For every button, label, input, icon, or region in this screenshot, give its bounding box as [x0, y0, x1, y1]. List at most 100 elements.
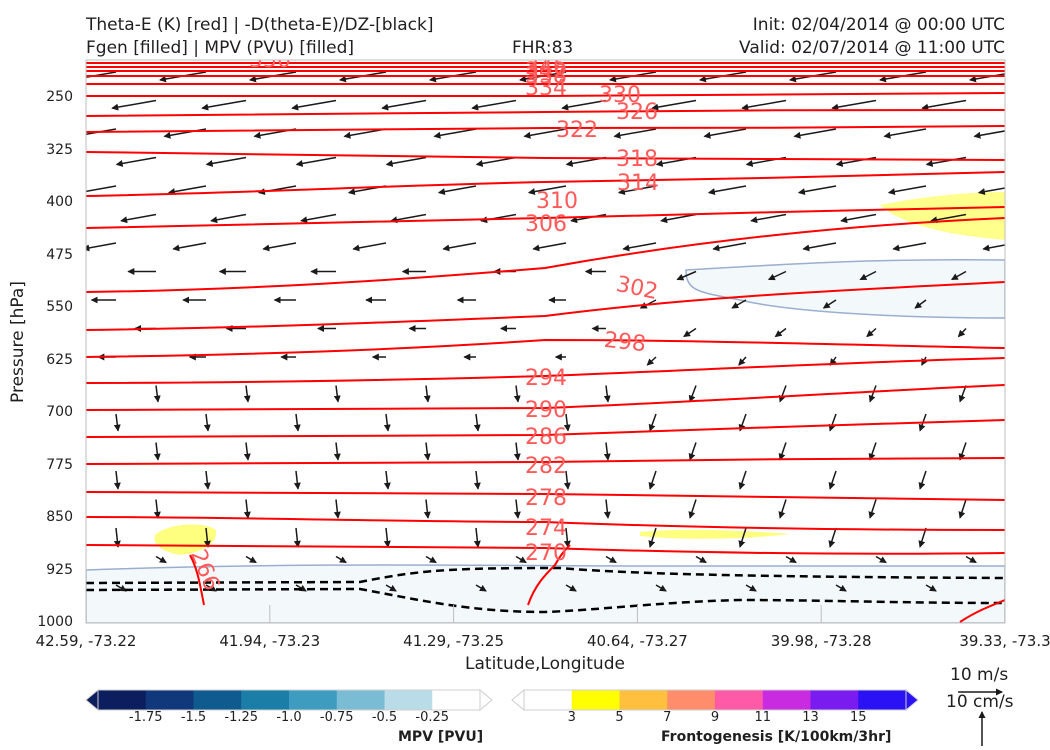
theta-e-label-342: 342: [525, 59, 567, 84]
x-tick-label: 39.33, -73.3: [959, 632, 1050, 650]
wind-vector: [300, 213, 337, 224]
wind-vector: [333, 385, 341, 403]
wind-vector: [731, 299, 747, 309]
wind-vector: [883, 128, 927, 139]
forecast-hour: FHR:83: [512, 38, 574, 58]
wind-vector: [688, 442, 697, 461]
wind-vector: [930, 213, 967, 224]
wind-vector: [527, 185, 567, 196]
wind-vector: [859, 270, 877, 281]
theta-e-contour-290: [86, 384, 1005, 411]
wind-vector: [201, 99, 247, 111]
mpv-colorbar-segment: [145, 690, 194, 710]
wind-vector: [914, 299, 927, 309]
mpv-colorbar-segment: [241, 690, 290, 710]
wind-vector: [965, 555, 977, 564]
wind-vector: [243, 385, 251, 403]
wind-vector: [1012, 101, 1050, 109]
wind-vector: [1010, 471, 1016, 489]
wind-vector: [648, 413, 657, 432]
wind-vector: [381, 99, 427, 111]
theta-e-label-326: 326: [616, 100, 658, 125]
wind-vector: [622, 242, 657, 252]
wind-vector: [153, 385, 161, 403]
theta-e-contour-326: [86, 109, 1005, 117]
fgen-colorbar-segment: [762, 690, 811, 710]
wind-vector: [797, 185, 837, 196]
wind-vector: [1010, 528, 1016, 547]
fgen-colorbar-title: Frontogenesis [K/100km/3hr]: [661, 729, 892, 745]
wind-vector: [155, 555, 167, 564]
fgen-colorbar-tick-label: 5: [615, 710, 624, 725]
wind-vector: [613, 128, 657, 139]
fgen-colorbar-segment: [858, 690, 907, 710]
fgen-colorbar-segment: [524, 690, 573, 710]
wind-vector: [840, 213, 877, 224]
y-tick-label: 325: [46, 141, 73, 158]
wind-vector: [167, 185, 207, 196]
theta-e-contour-322: [86, 125, 1005, 133]
wind-vector: [778, 499, 787, 519]
x-tick-label: 42.59, -73.22: [35, 632, 137, 650]
wind-vector: [385, 156, 427, 167]
wind-vector: [205, 584, 217, 592]
mpv-colorbar-tick-label: -1.25: [224, 710, 259, 725]
wind-vector: [603, 442, 611, 461]
y-tick-label: 850: [46, 509, 73, 526]
wind-vector: [1043, 272, 1050, 280]
wind-vector: [831, 99, 877, 111]
mpv-colorbar-segment: [193, 690, 242, 710]
wind-vector: [205, 156, 247, 167]
wind-vector: [750, 213, 787, 224]
wind-vector: [352, 242, 387, 252]
wind-vector: [1013, 357, 1016, 365]
theta-e-contour-270: [86, 544, 1005, 555]
theta-e-contour-294: [86, 357, 1005, 384]
mpv-colorbar-segment: [432, 690, 481, 710]
mpv-colorbar-tick-label: -1.0: [276, 710, 302, 725]
wind-vector: [655, 584, 667, 592]
theta-e-label-274: 274: [525, 516, 567, 541]
mpv-colorbar-segment: [384, 690, 433, 710]
wind-vector: [293, 527, 301, 548]
wind-vector: [925, 584, 937, 592]
wind-vector: [293, 413, 301, 432]
fgen-colorbar-outline: [523, 689, 907, 711]
wind-vector: [707, 185, 747, 196]
wind-vector: [835, 584, 847, 592]
theta-e-label-286: 286: [525, 425, 567, 450]
vector-key-vertical-label: 10 cm/s: [946, 692, 1014, 712]
theta-e-contour-corner: [959, 599, 1005, 623]
fgen-colorbar-segment: [715, 690, 764, 710]
wind-vector: [423, 442, 431, 461]
y-tick-label: 550: [46, 299, 73, 316]
wind-vector: [918, 527, 927, 548]
theta-e-contour-306: [86, 217, 1005, 293]
valid-time: Valid: 02/07/2014 @ 11:00 UTC: [739, 38, 1005, 58]
wind-vector: [617, 185, 657, 196]
theta-e-label-282: 282: [525, 454, 567, 479]
wind-vector: [651, 99, 697, 111]
wind-vector: [866, 327, 877, 338]
theta-e-label-290: 290: [525, 398, 567, 423]
wind-vector: [203, 470, 211, 490]
wind-vector: [513, 442, 521, 461]
wind-vector: [646, 356, 657, 366]
wind-vector: [868, 385, 877, 403]
wind-vector: [210, 213, 247, 224]
stability-contour-upper: [86, 566, 1005, 585]
wind-vector: [1017, 158, 1050, 165]
mpv-colorbar-tick-label: -0.25: [415, 710, 450, 725]
wind-vector: [982, 244, 1005, 252]
x-tick-label: 41.29, -73.25: [403, 632, 505, 650]
wind-vector: [603, 499, 611, 519]
mpv-colorbar-extend-left: [85, 688, 99, 712]
x-tick-label: 40.64, -73.27: [586, 632, 688, 650]
fgen-colorbar-tick-label: 11: [754, 710, 772, 725]
wind-vector: [383, 527, 391, 548]
theta-e-contour-302: [86, 281, 1005, 331]
wind-vector: [335, 555, 347, 564]
init-time: Init: 02/04/2014 @ 00:00 UTC: [752, 15, 1005, 35]
theta-e-contour-330: [86, 92, 1005, 98]
